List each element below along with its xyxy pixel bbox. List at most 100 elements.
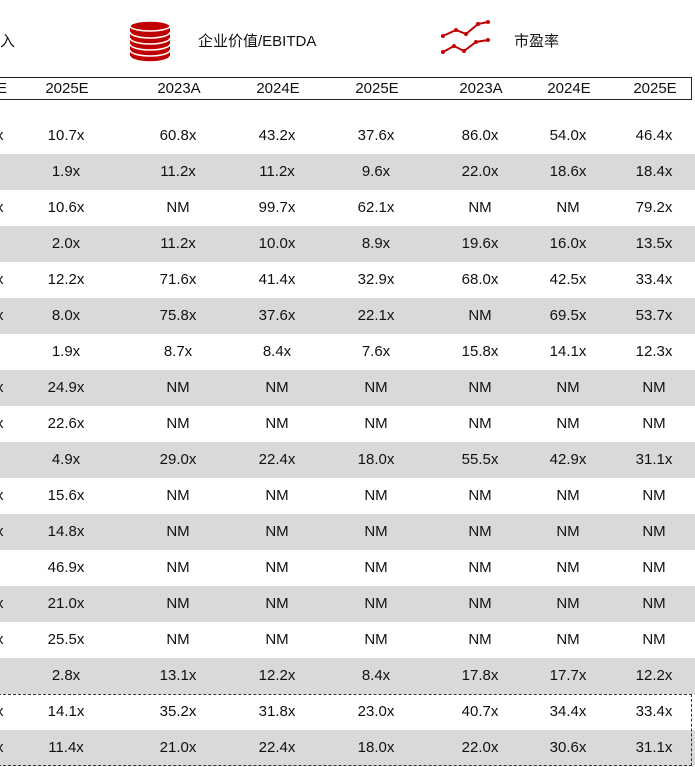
- row-edge-fragment: x: [0, 478, 4, 514]
- table-cell: NM: [166, 559, 190, 576]
- table-cell: 14.1x: [47, 703, 85, 720]
- year-cell: 2025E: [45, 80, 89, 97]
- table-cell: NM: [265, 559, 289, 576]
- table-cell: 31.1x: [635, 451, 673, 468]
- table-cell: 18.6x: [549, 163, 587, 180]
- table-cell: 8.9x: [361, 235, 391, 252]
- table-cell: 11.2x: [160, 163, 196, 180]
- trend-lines-icon: [441, 20, 490, 54]
- table-cell: NM: [364, 559, 388, 576]
- row-edge-fragment: x: [0, 694, 4, 730]
- table-cell: NM: [468, 415, 492, 432]
- year-cell: 2025E: [633, 80, 677, 97]
- table-cell: NM: [642, 523, 666, 540]
- table-cell: 21.0x: [47, 595, 85, 612]
- table-cell: NM: [556, 199, 580, 216]
- table-cell: 22.0x: [461, 739, 499, 756]
- table-cell: 12.3x: [635, 343, 673, 360]
- year-cell: 2024E: [547, 80, 591, 97]
- table-cell: NM: [642, 559, 666, 576]
- table-cell: 79.2x: [635, 199, 673, 216]
- table-cell: 7.6x: [361, 343, 391, 360]
- table-cell: 24.9x: [47, 379, 85, 396]
- table-cell: 12.2x: [635, 667, 673, 684]
- summary-row: x 11.4x 21.0x 22.4x 18.0x 22.0x 30.6x 31.1x: [0, 730, 695, 766]
- year-cell: 2024E: [256, 80, 300, 97]
- table-cell: NM: [364, 379, 388, 396]
- table-cell: 8.4x: [361, 667, 391, 684]
- table-cell: NM: [364, 523, 388, 540]
- table-cell: NM: [265, 415, 289, 432]
- table-cell: NM: [642, 631, 666, 648]
- table-cell: NM: [642, 415, 666, 432]
- table-cell: NM: [265, 487, 289, 504]
- table-cell: 15.8x: [461, 343, 499, 360]
- table-row: x 24.9x NM NM NM NM NM NM: [0, 370, 695, 406]
- table-row: x 8.0x 75.8x 37.6x 22.1x NM 69.5x 53.7x: [0, 298, 695, 334]
- header-fragment-revenue: 入: [0, 33, 16, 50]
- table-cell: NM: [265, 631, 289, 648]
- table-row: 46.9x NM NM NM NM NM NM: [0, 550, 695, 586]
- table-cell: 86.0x: [461, 127, 499, 144]
- table-cell: 22.4x: [258, 739, 296, 756]
- table-cell: NM: [166, 631, 190, 648]
- table-cell: NM: [468, 379, 492, 396]
- table-cell: NM: [166, 379, 190, 396]
- year-header-row: E 2025E 2023A 2024E 2025E 2023A 2024E 20…: [0, 77, 692, 100]
- table-cell: NM: [364, 595, 388, 612]
- table-cell: 12.2x: [258, 667, 296, 684]
- table-row: 4.9x 29.0x 22.4x 18.0x 55.5x 42.9x 31.1x: [0, 442, 695, 478]
- table-cell: NM: [642, 379, 666, 396]
- table-cell: 22.0x: [461, 163, 499, 180]
- table-cell: NM: [364, 415, 388, 432]
- table-cell: NM: [556, 487, 580, 504]
- table-cell: 8.4x: [262, 343, 292, 360]
- table-cell: 17.7x: [549, 667, 587, 684]
- row-edge-fragment: x: [0, 190, 4, 226]
- table-cell: 99.7x: [258, 199, 296, 216]
- table-cell: 11.2x: [160, 235, 196, 252]
- table-cell: 13.5x: [635, 235, 673, 252]
- table-cell: 18.4x: [635, 163, 673, 180]
- table-row: 1.9x 8.7x 8.4x 7.6x 15.8x 14.1x 12.3x: [0, 334, 695, 370]
- row-edge-fragment: x: [0, 622, 4, 658]
- table-cell: 55.5x: [461, 451, 499, 468]
- table-row: x 12.2x 71.6x 41.4x 32.9x 68.0x 42.5x 33.4x: [0, 262, 695, 298]
- table-cell: 8.7x: [163, 343, 193, 360]
- table-cell: 22.1x: [357, 307, 395, 324]
- table-row: x 25.5x NM NM NM NM NM NM: [0, 622, 695, 658]
- table-cell: NM: [556, 595, 580, 612]
- table-row: 1.9x 11.2x 11.2x 9.6x 22.0x 18.6x 18.4x: [0, 154, 695, 190]
- table-cell: NM: [265, 595, 289, 612]
- table-cell: 71.6x: [159, 271, 197, 288]
- table-cell: 17.8x: [461, 667, 499, 684]
- table-cell: NM: [468, 631, 492, 648]
- table-cell: NM: [468, 307, 492, 324]
- row-edge-fragment: x: [0, 406, 4, 442]
- table-cell: NM: [556, 559, 580, 576]
- table-cell: 13.1x: [159, 667, 197, 684]
- table-cell: 60.8x: [159, 127, 197, 144]
- table-row: x 22.6x NM NM NM NM NM NM: [0, 406, 695, 442]
- table-cell: 31.1x: [635, 739, 673, 756]
- table-cell: NM: [468, 559, 492, 576]
- table-cell: 14.1x: [549, 343, 587, 360]
- table-cell: NM: [468, 199, 492, 216]
- table-cell: NM: [642, 595, 666, 612]
- table-cell: NM: [556, 631, 580, 648]
- row-edge-fragment: x: [0, 370, 4, 406]
- table-cell: 18.0x: [357, 739, 395, 756]
- table-row: x 21.0x NM NM NM NM NM NM: [0, 586, 695, 622]
- table-cell: 32.9x: [357, 271, 395, 288]
- table-cell: 33.4x: [635, 703, 673, 720]
- table-cell: 25.5x: [47, 631, 85, 648]
- table-cell: 11.4x: [48, 739, 84, 756]
- table-cell: 1.9x: [51, 163, 81, 180]
- year-cell: 2023A: [157, 80, 201, 97]
- year-edge-fragment: E: [0, 80, 8, 97]
- table-cell: 41.4x: [258, 271, 296, 288]
- table-cell: 21.0x: [159, 739, 197, 756]
- table-cell: 37.6x: [258, 307, 296, 324]
- table-cell: 75.8x: [159, 307, 197, 324]
- table-cell: 15.6x: [47, 487, 85, 504]
